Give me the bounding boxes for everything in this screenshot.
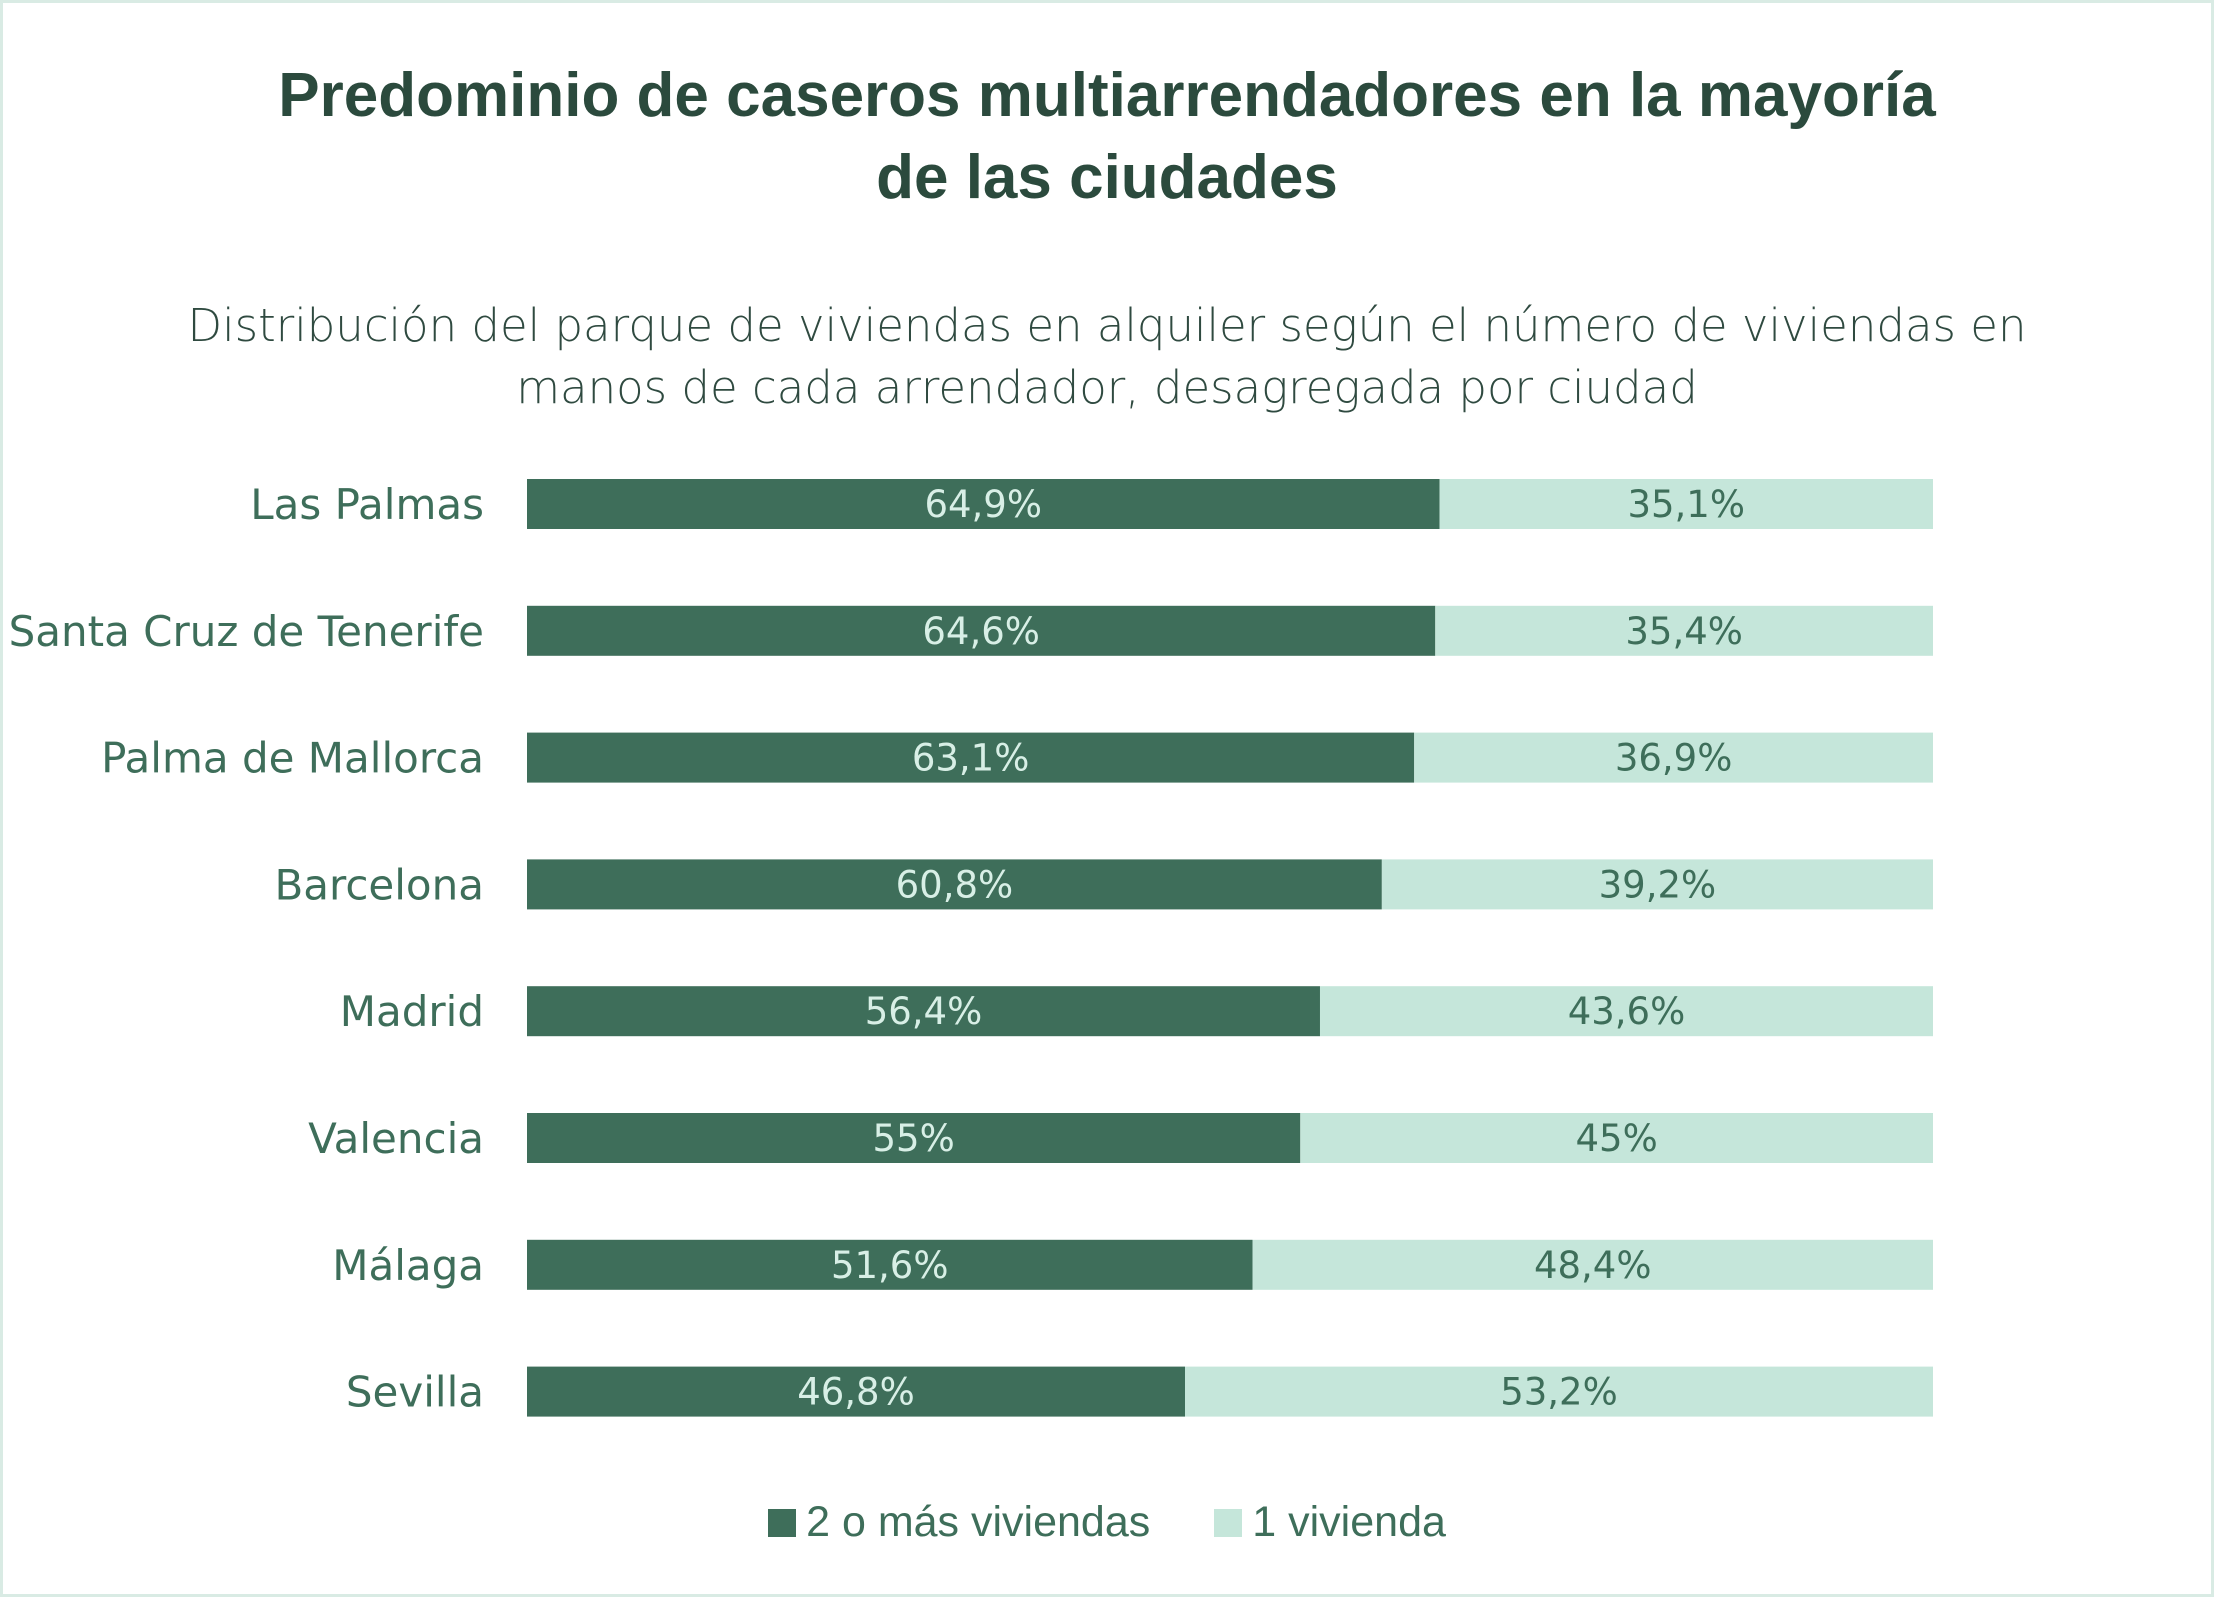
legend: 2 o más viviendas 1 vivienda <box>3 1498 2211 1547</box>
value-label-single: 53,2% <box>1500 1371 1618 1414</box>
subtitle-line-1: Distribución del parque de viviendas en … <box>187 299 2027 352</box>
bar-single <box>1381 859 1933 910</box>
legend-item-single: 1 vivienda <box>1214 1498 1446 1547</box>
value-label-multi: 63,1% <box>912 737 1030 780</box>
value-label-multi: 55% <box>873 1117 955 1160</box>
bar-single <box>1435 605 1933 656</box>
value-label-multi: 51,6% <box>831 1244 949 1287</box>
plot-area: Las Palmas 64,9% 35,1% Santa Cruz de Teneri… <box>9 479 1933 1417</box>
bar-single <box>1439 479 1933 529</box>
bar-multi <box>527 479 1440 529</box>
chart-subtitle: Distribución del parque de viviendas en … <box>3 295 2211 419</box>
value-label-single: 35,4% <box>1625 610 1743 653</box>
bar-multi <box>527 986 1320 1037</box>
category-label: Santa Cruz de Tenerife <box>9 607 484 656</box>
bar-multi <box>527 1366 1186 1417</box>
bar-single <box>1185 1366 1933 1417</box>
category-label: Las Palmas <box>250 480 484 529</box>
value-label-single: 39,2% <box>1599 863 1717 906</box>
title-line-2: de las ciudades <box>876 143 1338 212</box>
legend-item-multi: 2 o más viviendas <box>768 1498 1150 1547</box>
chart-title: Predominio de caseros multiarrendadores … <box>3 55 2211 219</box>
value-label-multi: 56,4% <box>865 990 983 1033</box>
value-label-multi: 64,6% <box>922 610 1040 653</box>
value-label-multi: 64,9% <box>924 483 1042 526</box>
bar-single <box>1252 1239 1933 1290</box>
value-label-single: 45% <box>1576 1117 1658 1160</box>
legend-swatch-single <box>1214 1508 1243 1537</box>
bar-multi <box>527 732 1415 783</box>
value-label-single: 35,1% <box>1627 483 1745 526</box>
category-label: Palma de Mallorca <box>101 734 484 783</box>
subtitle-line-2: manos de cada arrendador, desagregada po… <box>516 361 1698 414</box>
value-label-multi: 60,8% <box>896 863 1014 906</box>
bar-single <box>1300 1113 1933 1163</box>
bar-single <box>1414 732 1933 783</box>
legend-label-single: 1 vivienda <box>1252 1498 1446 1546</box>
category-label: Sevilla <box>346 1368 484 1417</box>
category-label: Barcelona <box>274 860 484 909</box>
legend-swatch-multi <box>768 1508 797 1537</box>
value-label-single: 43,6% <box>1568 990 1686 1033</box>
value-label-single: 36,9% <box>1615 737 1733 780</box>
legend-label-multi: 2 o más viviendas <box>806 1498 1151 1546</box>
category-label: Málaga <box>332 1241 484 1290</box>
bar-multi <box>527 605 1436 656</box>
title-line-1: Predominio de caseros multiarrendadores … <box>278 61 1936 130</box>
category-label: Madrid <box>340 987 484 1036</box>
bar-multi <box>527 1113 1301 1163</box>
bar-multi <box>527 1239 1253 1290</box>
value-label-multi: 46,8% <box>797 1371 915 1414</box>
bar-single <box>1319 986 1933 1037</box>
bar-multi <box>527 859 1382 910</box>
value-label-single: 48,4% <box>1534 1244 1652 1287</box>
category-label: Valencia <box>308 1114 484 1163</box>
